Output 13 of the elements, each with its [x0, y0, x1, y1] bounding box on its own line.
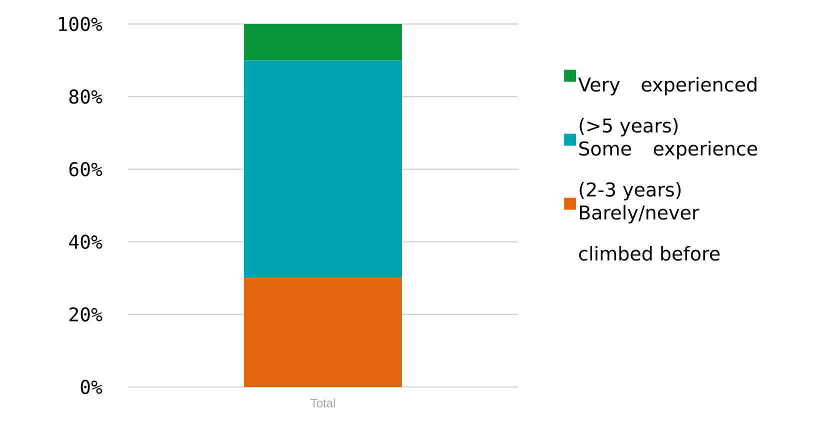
bar	[244, 24, 402, 60]
y-tick-label: 20%	[70, 307, 102, 322]
legend-label: Barely/never climbed before	[579, 205, 720, 261]
legend-label: Some experience (2-3 years)	[579, 141, 758, 200]
y-tick-label: 40%	[69, 234, 102, 249]
y-tick-label: 100%	[58, 16, 102, 32]
y-tick-label: 80%	[69, 89, 102, 104]
y-tick-label: 0%	[80, 380, 102, 394]
legend-label: Very experienced (>5 years)	[578, 77, 756, 136]
x-tick-label: Total	[310, 398, 335, 408]
y-tick-label: 60%	[69, 162, 102, 176]
bar	[244, 278, 402, 387]
bar	[244, 60, 402, 278]
